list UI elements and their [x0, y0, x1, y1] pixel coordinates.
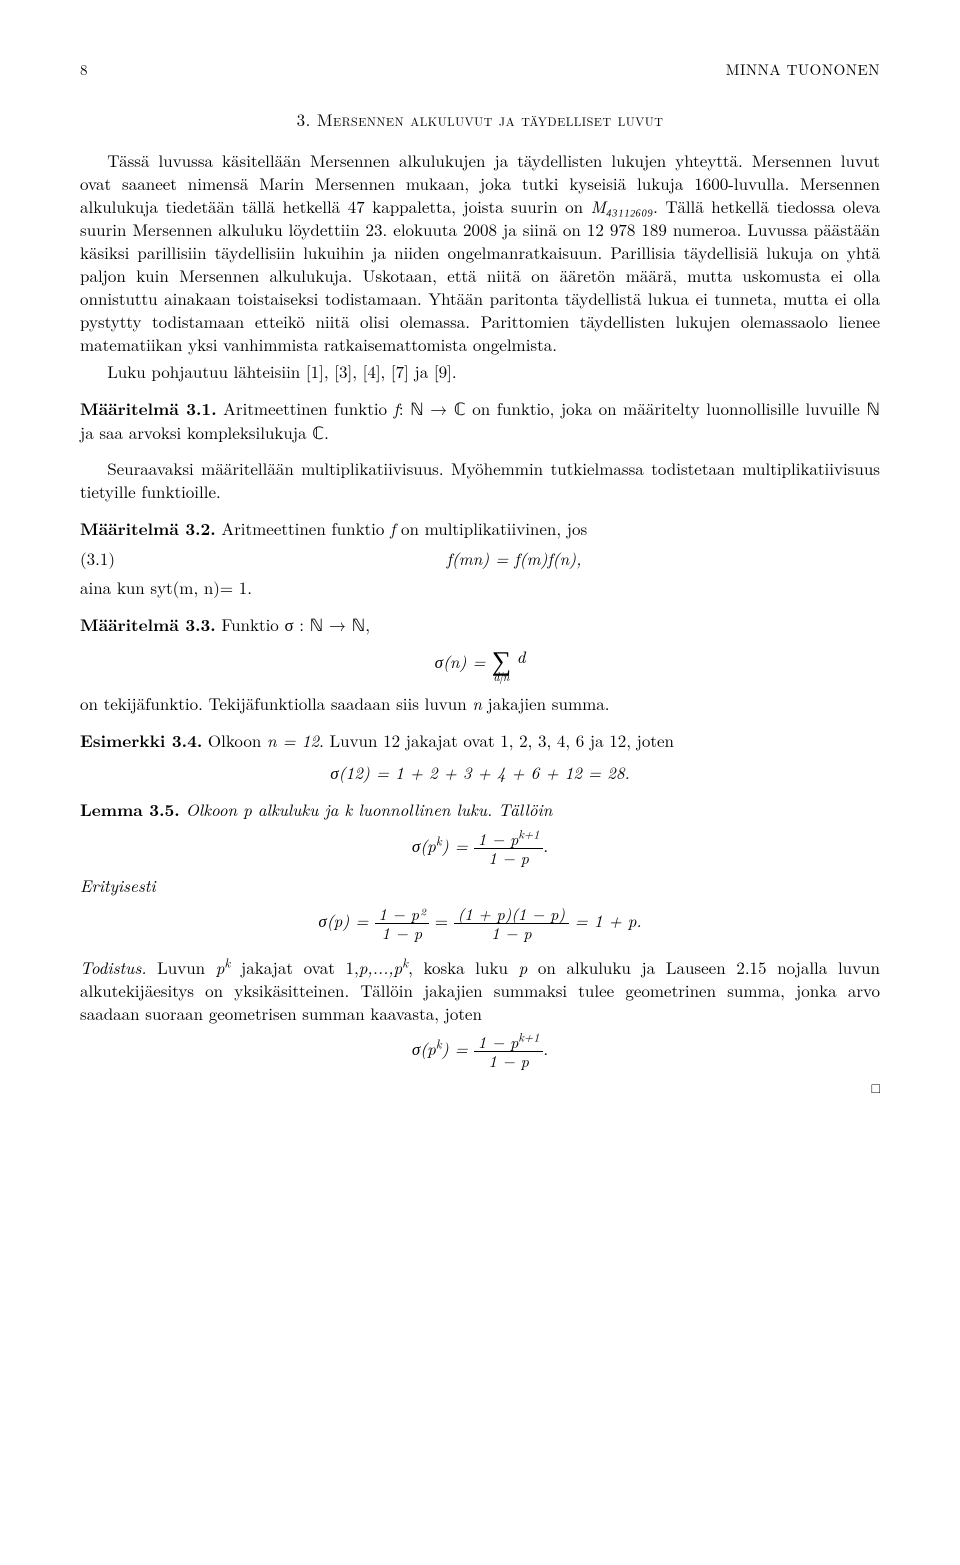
section-heading: 3. Mersennen alkuluvut ja täydelliset lu… [80, 108, 880, 131]
refs-paragraph: Luku pohjautuu lähteisiin [1], [3], [4],… [80, 360, 880, 383]
ex-3-4-text: Olkoon [202, 728, 267, 752]
author-name: MINNA TUONONEN [726, 60, 880, 80]
proof-fraction: 1 − pk+1 1 − p [474, 1033, 543, 1070]
lem-eq-mid: ) = [442, 833, 474, 857]
lem-3-5-label: Lemma 3.5. [80, 798, 180, 822]
proof-p-var: p [519, 955, 528, 979]
def-3-3-n: n [472, 691, 482, 715]
frac4-num-exp: k+1 [518, 1027, 539, 1045]
proof-eq-lhs: σ(p [412, 1036, 436, 1060]
example-3-4: Esimerkki 3.4. Olkoon n = 12. Luvun 12 j… [80, 729, 880, 753]
proof-p-seq: p,...,p [359, 955, 402, 979]
proof-label: Todistus. [80, 955, 147, 979]
lem-eq-lhs: σ(p [412, 833, 436, 857]
eq-3-1-condition: aina kun syt(m, n)= 1. [80, 576, 880, 599]
eq-3-1-body: f(mn) = f(m)f(n), [148, 547, 880, 570]
sigma-definition-equation: σ(n) = ∑ d|n d [80, 645, 880, 684]
lemma-fraction: 1 − pk+1 1 − p [474, 830, 543, 867]
definition-3-1: Määritelmä 3.1. Aritmeettinen funktio f:… [80, 397, 880, 444]
page-header: 8 MINNA TUONONEN [80, 60, 880, 80]
example-3-4-equation: σ(12) = 1 + 2 + 3 + 4 + 6 + 12 = 28. [80, 761, 880, 784]
def-3-2-text: Aritmeettinen funktio [216, 516, 390, 540]
proof-equation: σ(pk) = 1 − pk+1 1 − p . [80, 1033, 880, 1070]
ex-3-4-label: Esimerkki 3.4. [80, 729, 202, 753]
def-3-3-label: Määritelmä 3.3. [80, 613, 216, 637]
def-3-3-after-b: jakajien summa. [482, 691, 610, 715]
intro-paragraph: Tässä luvussa käsitellään Mersennen alku… [80, 149, 880, 355]
erit-tail: = 1 + p. [575, 908, 642, 932]
lem-eq-period: . [543, 833, 548, 857]
sigma-glyph: ∑ [492, 645, 511, 672]
frac4-den: 1 − p [474, 1052, 543, 1070]
definition-3-3: Määritelmä 3.3. Funktio σ : ℕ → ℕ, [80, 613, 880, 637]
page-number: 8 [80, 60, 88, 80]
def-3-2-label: Määritelmä 3.2. [80, 517, 216, 541]
def-3-3-text: Funktio σ : ℕ → ℕ, [216, 612, 370, 636]
intro-text-b: . Tällä hetkellä tiedossa oleva suurin M… [80, 194, 880, 356]
def-3-2-text-tail: on multiplikatiivinen, jos [395, 516, 587, 540]
proof-eq-tail: . [543, 1036, 548, 1060]
eq-3-1-after: aina kun syt(m, n)= 1. [80, 575, 252, 599]
ex-3-4-n-eq: n = 12 [267, 728, 319, 752]
erityisesti-label: Erityisesti [80, 874, 880, 897]
erityisesti-equation: σ(p) = 1 − p² 1 − p = (1 + p)(1 − p) 1 −… [80, 905, 880, 942]
sigma-body: d [517, 644, 526, 668]
proof-text-c: , koska luku [408, 955, 519, 979]
mersenne-number: M₄₃₁₁₂₆₀₉ [591, 194, 654, 218]
ex-3-4-text2: . Luvun 12 jakajat ovat 1, 2, 3, 4, 6 ja… [319, 728, 674, 752]
frac2-den: 1 − p [375, 924, 430, 942]
eq-3-1-number: (3.1) [80, 547, 148, 570]
after-def-3-1: Seuraavaksi määritellään multiplikatiivi… [80, 457, 880, 503]
proof-eq-mid: ) = [442, 1036, 474, 1060]
lem-3-5-text: Olkoon p alkuluku ja k luonnollinen luku… [180, 797, 553, 821]
proof-paragraph: Todistus. Luvun pk jakajat ovat 1,p,...,… [80, 956, 880, 1025]
sigma-under: d|n [492, 672, 511, 684]
erit-frac-2: (1 + p)(1 − p) 1 − p [454, 905, 569, 942]
definition-3-2: Määritelmä 3.2. Aritmeettinen funktio f … [80, 517, 880, 541]
erit-lhs: σ(p) = [318, 908, 374, 932]
sigma-lhs: σ(n) = [435, 649, 492, 673]
proof-text-a: Luvun [147, 955, 216, 979]
def-3-1-text-a: Aritmeettinen funktio [217, 396, 394, 420]
lemma-3-5-equation: σ(pk) = 1 − pk+1 1 − p . [80, 830, 880, 867]
erit-frac-1: 1 − p² 1 − p [375, 905, 430, 942]
summation-symbol: ∑ d|n [492, 645, 511, 684]
erit-mid-1: = [435, 908, 454, 932]
lemma-3-5: Lemma 3.5. Olkoon p alkuluku ja k luonno… [80, 798, 880, 822]
frac1-den: 1 − p [474, 849, 543, 867]
proof-text-b: jakajat ovat 1, [230, 955, 358, 979]
def-3-3-after-a: on tekijäfunktio. Tekijäfunktiolla saada… [80, 691, 472, 715]
equation-3-1: (3.1) f(mn) = f(m)f(n), [80, 547, 880, 570]
frac3-den: 1 − p [454, 924, 569, 942]
frac1-num-exp: k+1 [518, 825, 539, 843]
def-3-3-after: on tekijäfunktio. Tekijäfunktiolla saada… [80, 692, 880, 715]
def-3-1-label: Määritelmä 3.1. [80, 397, 217, 421]
